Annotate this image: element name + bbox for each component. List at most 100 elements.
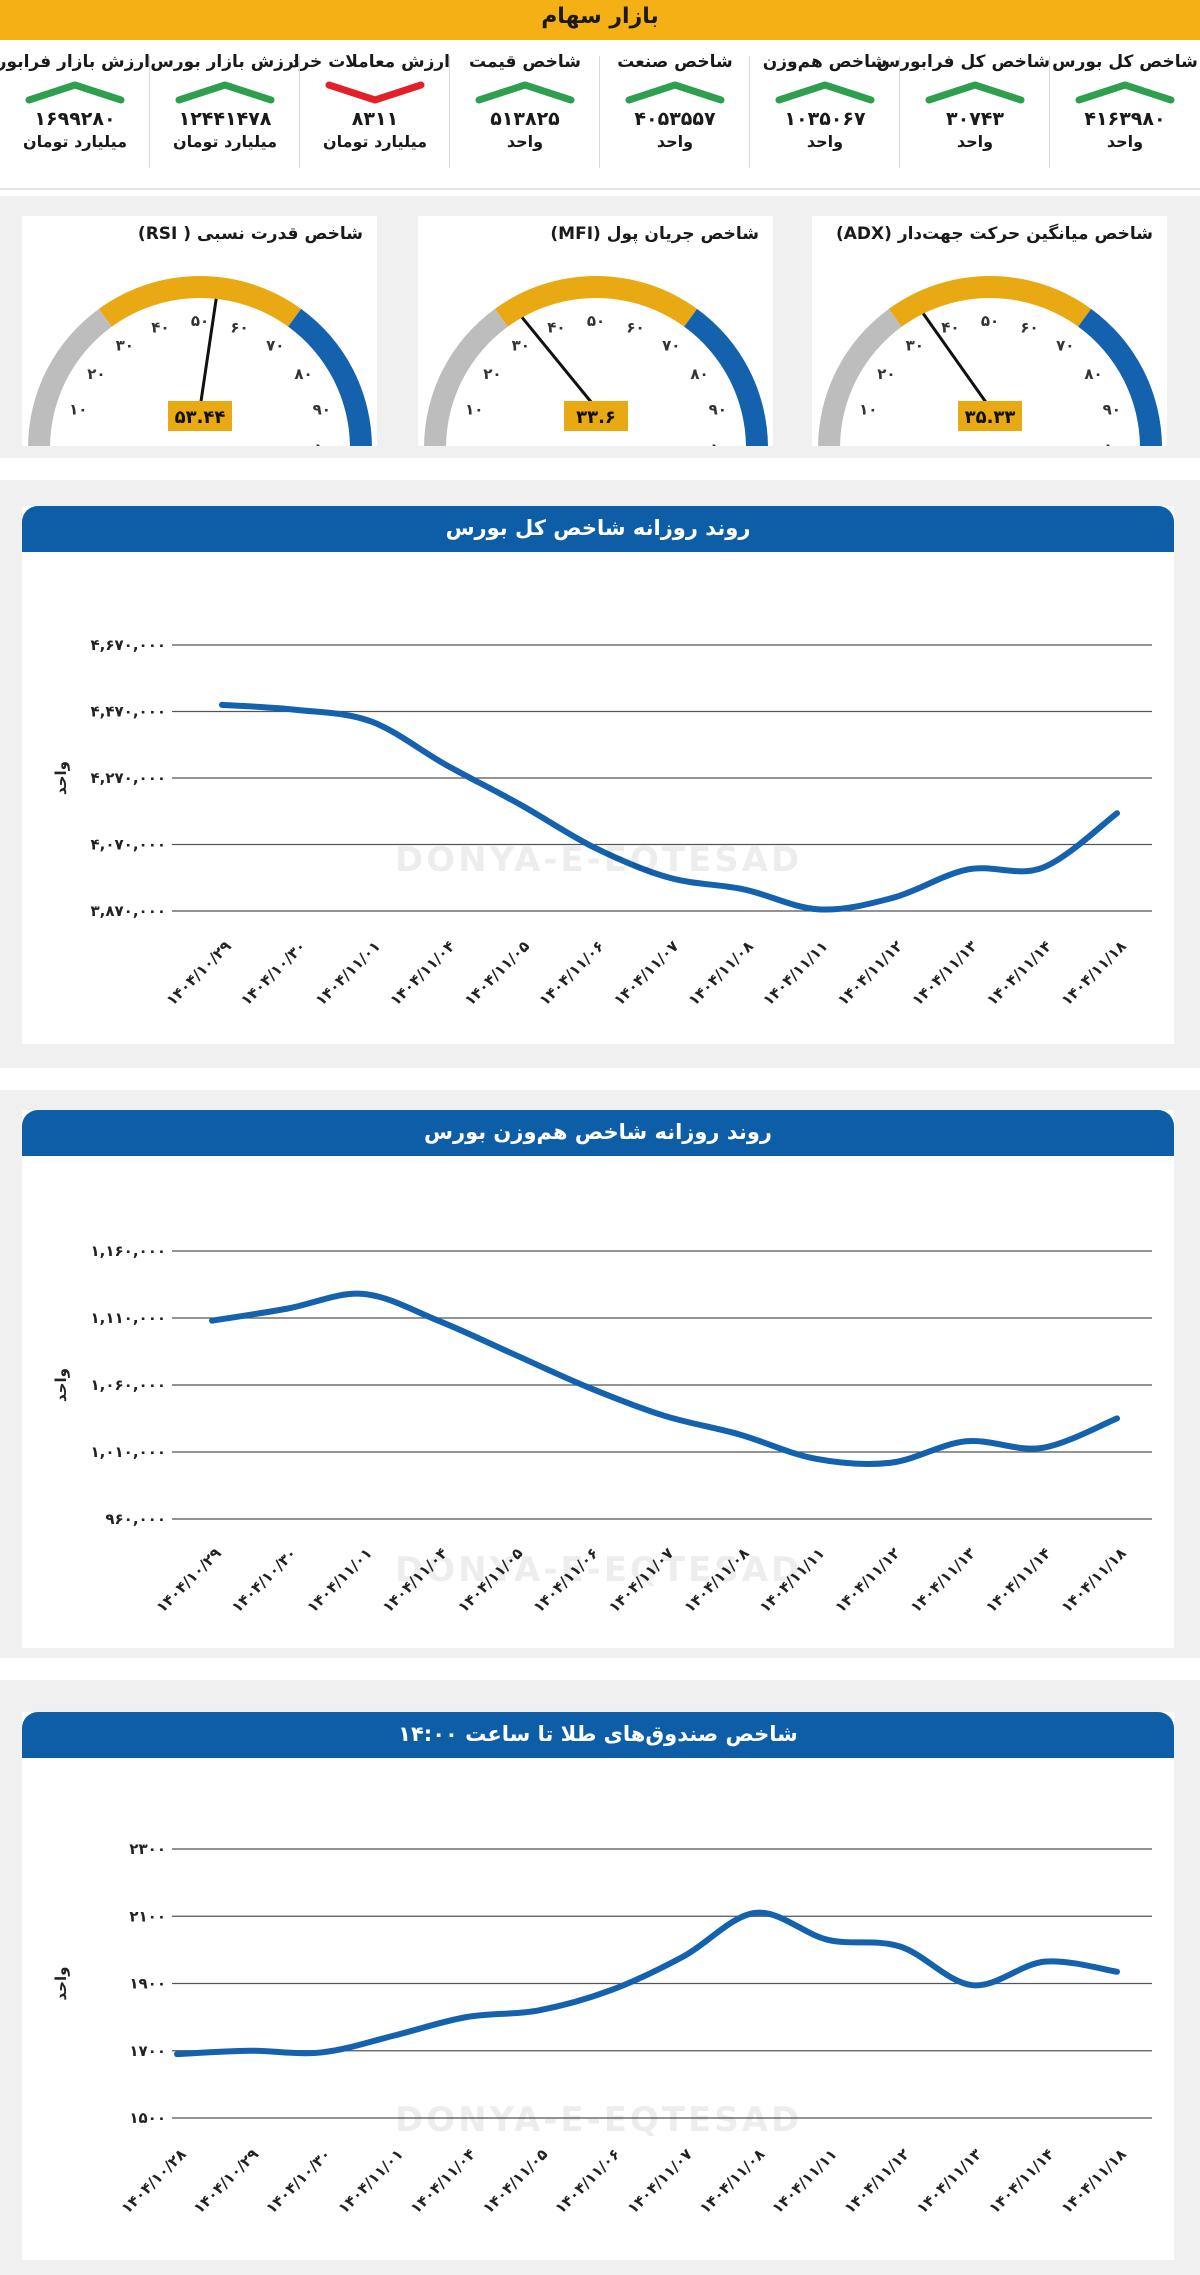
data-point	[392, 2034, 396, 2038]
data-point	[1043, 1960, 1047, 1964]
x-tick-label: ۱۴۰۴/۱۱/۰۴	[407, 2145, 479, 2217]
trend-up-icon	[475, 81, 575, 104]
y-tick-label: ۱۵۰۰	[129, 2109, 166, 2127]
x-tick-label: ۱۴۰۴/۱۱/۰۵	[479, 2145, 551, 2217]
gauge-zone-mid	[888, 276, 1092, 327]
x-tick-label: ۱۴۰۴/۱۰/۲۸	[118, 2145, 190, 2217]
y-tick-label: ۱,۱۶۰,۰۰۰	[91, 1242, 166, 1260]
x-tick-label: ۱۴۰۴/۱۱/۰۱	[303, 1544, 375, 1616]
gauge-tick-label: ۴۰	[941, 318, 959, 336]
trend-up-icon	[25, 81, 125, 104]
data-point	[964, 1439, 968, 1443]
data-point	[813, 1457, 817, 1461]
gauge-value: ۳۵.۳۳	[965, 407, 1016, 428]
indicator-unit: واحد	[656, 132, 694, 151]
chart-band-total-index: روند روزانه شاخص کل بورس ۳,۸۷۰,۰۰۰ ۴,۰۷۰,…	[0, 480, 1200, 1068]
y-tick-label: ۴,۰۷۰,۰۰۰	[91, 836, 166, 854]
trend-up-icon	[625, 81, 725, 104]
divider	[149, 56, 150, 168]
x-tick-label: ۱۴۰۴/۱۱/۱۱	[759, 937, 831, 1009]
watermark: DONYA-E-EQTESAD	[395, 1550, 803, 1590]
x-tick-label: ۱۴۰۴/۱۱/۱۳	[913, 2145, 985, 2217]
indicator-value: ۱۶۹۹۲۸۰	[34, 108, 116, 130]
y-tick-label: ۱,۱۱۰,۰۰۰	[91, 1309, 166, 1327]
data-point	[295, 708, 299, 712]
chart-card-total-index: روند روزانه شاخص کل بورس ۳,۸۷۰,۰۰۰ ۴,۰۷۰,…	[22, 506, 1174, 1044]
gauge-zone-high	[288, 308, 372, 446]
indicator-value: ۵۱۳۸۲۵	[490, 108, 560, 130]
data-point	[889, 1461, 893, 1465]
gauge-tick-label: ۰	[857, 440, 866, 446]
data-point	[175, 2052, 179, 2056]
data-point	[970, 1983, 974, 1987]
gauge-tick-label: ۱۰	[465, 400, 483, 418]
x-tick-label: ۱۴۰۴/۱۰/۲۹	[190, 2145, 262, 2217]
gauge-zone-mid	[494, 276, 698, 327]
indicator-label: شاخص هم‌وزن	[762, 52, 888, 72]
x-tick-label: ۱۴۰۴/۱۱/۱۴	[983, 937, 1055, 1009]
gauge-tick-label: ۵۰	[587, 312, 605, 330]
x-tick-label: ۱۴۰۴/۱۱/۰۴	[386, 937, 458, 1009]
indicator-card: شاخص صنعت ۴۰۵۳۵۵۷ واحد	[599, 48, 750, 180]
x-tick-label: ۱۴۰۴/۱۱/۱۳	[908, 937, 980, 1009]
gauge-zone-low	[818, 308, 902, 446]
gauge-zone-low	[28, 308, 112, 446]
x-tick-label: ۱۴۰۴/۱۱/۰۸	[696, 2145, 768, 2217]
y-tick-label: ۱,۰۶۰,۰۰۰	[91, 1376, 166, 1394]
x-tick-label: ۱۴۰۴/۱۱/۱۲	[834, 937, 906, 1009]
gauge-tick-label: ۲۰	[877, 365, 895, 383]
chart-band-equal-weight: روند روزانه شاخص هم‌وزن بورس ۹۶۰,۰۰۰ ۱,۰۱…	[0, 1090, 1200, 1658]
data-point	[663, 1414, 666, 1418]
trend-up-icon	[1075, 81, 1175, 104]
x-tick-label: ۱۴۰۴/۱۱/۰۵	[461, 937, 533, 1009]
watermark: DONYA-E-EQTESAD	[395, 2100, 803, 2140]
x-tick-label: ۱۴۰۴/۱۱/۱۲	[831, 1544, 903, 1616]
indicator-unit: میلیارد تومان	[322, 132, 428, 151]
indicator-value: ۱۲۴۴۱۴۷۸	[178, 108, 272, 130]
gauge-tick-label: ۸۰	[1084, 365, 1102, 383]
gauge-needle	[520, 316, 598, 409]
trend-up-icon	[775, 81, 875, 104]
total-index-chart: ۳,۸۷۰,۰۰۰ ۴,۰۷۰,۰۰۰ ۴,۲۷۰,۰۰۰ ۴,۴۷۰,۰۰۰ ۴,۶۷…	[52, 636, 1152, 1009]
gauge-tick-label: ۱۰۰	[314, 440, 341, 446]
data-point	[512, 1352, 516, 1356]
data-point	[668, 876, 671, 880]
indicator-card: ارزش بازار بورس ۱۲۴۴۱۴۷۸ میلیارد تومان	[149, 48, 300, 180]
gauge-tick-label: ۵۰	[191, 312, 209, 330]
indicator-unit: واحد	[506, 132, 544, 151]
x-tick-label: ۱۴۰۴/۱۱/۰۶	[551, 2145, 623, 2217]
gauge-tick-label: ۴۰	[151, 318, 169, 336]
x-tick-label: ۱۴۰۴/۱۱/۰۷	[624, 2145, 696, 2217]
data-point	[609, 1988, 613, 1992]
gauge-tick-label: ۱۰۰	[710, 440, 737, 446]
indicator-card: ارزش بازار فرابورس ۱۶۹۹۲۸۰ میلیارد تومان	[0, 48, 150, 180]
gauge-tick-label: ۸۰	[690, 365, 708, 383]
indicator-value: ۱۰۳۵۰۶۷	[784, 108, 866, 130]
indicator-row: شاخص کل بورس ۴۱۶۳۹۸۰ واحد شاخص کل فرابورس ۳۰…	[0, 40, 1200, 190]
data-point	[210, 1319, 214, 1323]
data-point	[742, 887, 746, 891]
gauge-tick-label: ۱۰	[69, 400, 87, 418]
trend-up-icon	[175, 81, 275, 104]
data-point	[1040, 1446, 1044, 1450]
indicator-card: شاخص کل بورس ۴۱۶۳۹۸۰ واحد	[1049, 48, 1200, 180]
gauge-tick-label: ۰	[463, 440, 472, 446]
gauge-title: شاخص جریان پول (MFI)	[550, 224, 759, 244]
data-point	[320, 2050, 324, 2054]
indicator-label: ارزش بازار بورس	[150, 52, 300, 72]
divider	[899, 56, 900, 168]
x-tick-label: ۱۴۰۴/۱۱/۱۸	[1058, 1544, 1130, 1616]
indicator-label: ارزش معاملات خرد	[290, 52, 450, 72]
equal-weight-index-chart: ۹۶۰,۰۰۰ ۱,۰۱۰,۰۰۰ ۱,۰۶۰,۰۰۰ ۱,۱۱۰,۰۰۰ ۱,۱۶۰,…	[52, 1242, 1152, 1616]
data-point	[369, 719, 373, 723]
watermark: DONYA-E-EQTESAD	[395, 840, 803, 880]
gauge-tick-label: ۸۰	[294, 365, 312, 383]
y-tick-label: ۱,۰۱۰,۰۰۰	[91, 1443, 166, 1461]
data-point	[1115, 1970, 1119, 1974]
x-tick-label: ۱۴۰۴/۱۱/۱۱	[768, 2145, 840, 2217]
indicator-label: ارزش بازار فرابورس	[0, 52, 150, 72]
